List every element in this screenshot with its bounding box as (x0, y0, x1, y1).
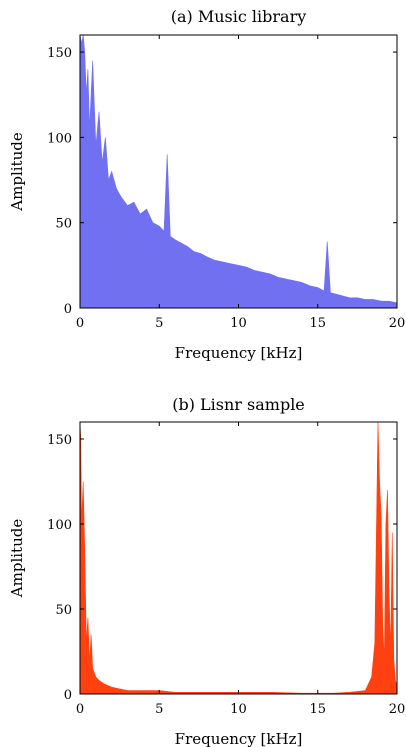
y-tick-label: 50 (55, 217, 72, 232)
y-axis-label: Amplitude (8, 519, 26, 599)
x-tick-label: 10 (230, 702, 247, 717)
x-tick-label: 5 (155, 316, 163, 331)
spectrum-area (79, 34, 398, 309)
spectrum-area (79, 421, 398, 695)
x-axis-label: Frequency [kHz] (175, 730, 303, 747)
x-tick-label: 15 (309, 702, 326, 717)
y-tick-label: 150 (47, 433, 72, 448)
x-tick-label: 0 (76, 316, 84, 331)
y-tick-label: 0 (64, 688, 72, 703)
chart-title: (b) Lisnr sample (172, 395, 305, 414)
y-tick-label: 50 (55, 603, 72, 618)
y-tick-label: 150 (47, 46, 72, 61)
x-tick-label: 15 (309, 316, 326, 331)
x-tick-label: 10 (230, 316, 247, 331)
x-tick-label: 5 (155, 702, 163, 717)
y-tick-label: 0 (64, 302, 72, 317)
panel-music-library: 0 5 10 15 20 0 50 100 150 (a) Music library Freque… (8, 7, 405, 362)
x-axis-label: Frequency [kHz] (175, 344, 303, 362)
y-tick-label: 100 (47, 518, 72, 533)
y-axis-label: Amplitude (8, 132, 26, 212)
y-tick-label: 100 (47, 131, 72, 146)
x-tick-label: 20 (389, 316, 406, 331)
x-tick-label: 20 (389, 702, 406, 717)
chart-title: (a) Music library (171, 7, 307, 26)
panel-lisnr-sample: 0 5 10 15 20 0 50 100 150 (b) Lisnr sample Frequen… (8, 395, 405, 747)
axes-frame (79, 421, 398, 695)
x-tick-label: 0 (76, 702, 84, 717)
